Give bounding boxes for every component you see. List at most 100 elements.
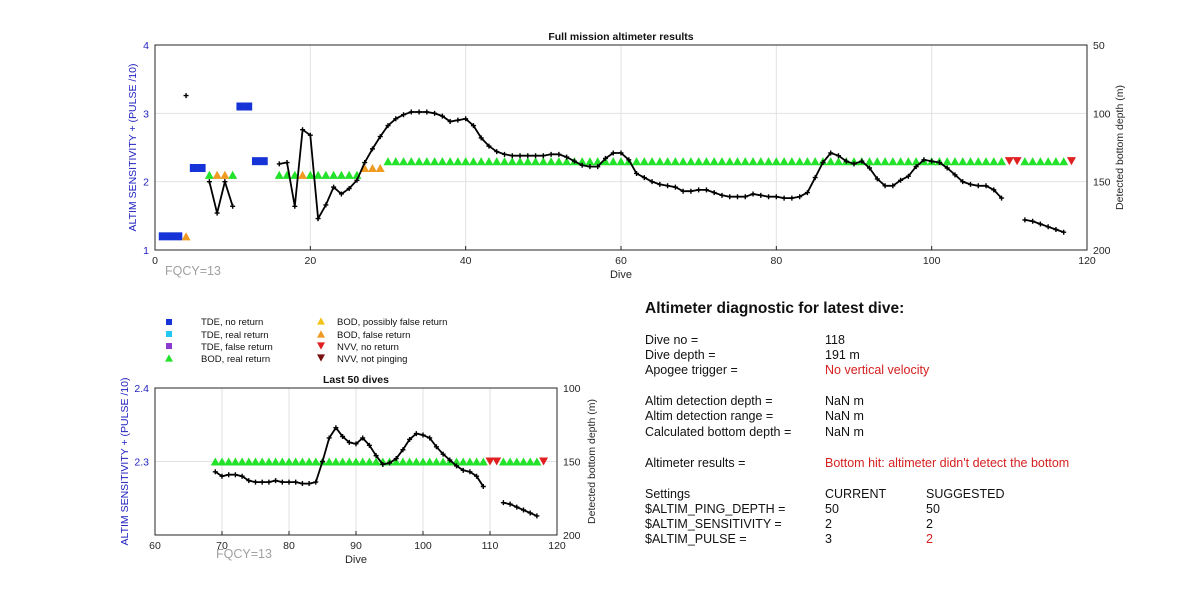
bod-false-return-point	[367, 163, 377, 173]
legend-bod-possibly-false: BOD, possibly false return	[337, 317, 448, 328]
depth-point	[882, 183, 888, 189]
depth-point	[742, 194, 748, 200]
bod-real-return-point	[411, 457, 421, 466]
bod-real-return-point	[701, 157, 711, 166]
depth-point	[253, 479, 258, 485]
bod-real-return-point	[1028, 157, 1038, 166]
depth-point	[387, 460, 392, 466]
bod-real-return-point	[484, 157, 494, 166]
depth-point	[610, 150, 616, 156]
depth-point	[812, 175, 818, 181]
depth-point	[898, 177, 904, 183]
bod-real-return-point	[725, 157, 735, 166]
depth-point	[313, 479, 319, 485]
depth-point	[373, 453, 379, 459]
bod-real-return-point	[740, 157, 750, 166]
depth-point	[913, 164, 919, 170]
depth-point	[1037, 221, 1043, 227]
depth-point	[936, 160, 942, 166]
bod-real-return-point	[655, 157, 665, 166]
depth-point	[306, 481, 312, 487]
bod-real-return-point	[383, 157, 393, 166]
depth-point	[509, 153, 515, 159]
bod-real-return-point	[321, 170, 331, 179]
depth-point	[478, 135, 484, 141]
altim-depth-value: NaN m	[825, 394, 864, 408]
bod-real-return-point	[810, 157, 820, 166]
depth-point	[571, 158, 577, 164]
depth-point	[527, 510, 533, 516]
depth-point	[595, 164, 601, 170]
depth-point	[416, 109, 422, 115]
x-tick-label: 20	[304, 255, 316, 267]
depth-point	[346, 186, 352, 191]
bod-real-return-point	[507, 157, 517, 166]
bod-real-return-point	[525, 457, 535, 466]
bod-real-return-point	[391, 157, 401, 166]
bod-real-return-point	[244, 457, 254, 466]
bod-real-return-point	[519, 457, 528, 466]
bod-real-return-point	[966, 157, 975, 166]
depth-point	[874, 176, 880, 182]
bod-real-return-point	[903, 157, 913, 166]
bod-real-return-point	[531, 157, 541, 166]
depth-point	[239, 473, 245, 479]
nvv-no-return-point	[485, 457, 495, 466]
depth-point	[460, 467, 466, 473]
bod-real-return-point	[989, 157, 999, 166]
depth-point	[400, 447, 406, 453]
x-tick-label: 120	[1078, 255, 1096, 267]
bod-real-return-point	[709, 157, 719, 166]
bod-real-return-point	[500, 157, 509, 166]
depth-point	[843, 158, 849, 164]
x-tick-label: 70	[216, 540, 228, 552]
chart-title: Last 50 dives	[323, 374, 389, 386]
depth-point	[851, 161, 857, 167]
x-axis-label: Dive	[345, 554, 367, 566]
nvv-no-return-point	[1004, 157, 1014, 166]
depth-point	[286, 479, 292, 485]
ping-depth-suggested: 50	[926, 502, 940, 516]
bod-real-return-point	[264, 457, 274, 466]
bod-real-return-point	[210, 457, 220, 466]
depth-point	[362, 160, 368, 166]
depth-point	[226, 472, 232, 478]
suggested-header: SUGGESTED	[926, 487, 1005, 501]
bod-real-return-point	[364, 457, 374, 466]
current-header: CURRENT	[825, 487, 887, 501]
depth-point	[354, 177, 360, 183]
depth-point	[369, 146, 375, 152]
bod-real-return-point	[418, 457, 428, 466]
depth-point	[500, 500, 506, 506]
depth-point	[944, 165, 950, 171]
bod-real-return-point	[304, 457, 314, 466]
altim-depth-label: Altim detection depth =	[645, 394, 773, 408]
bod-real-return-point	[297, 457, 307, 466]
bod-real-return-point	[458, 457, 468, 466]
bod-real-return-point	[311, 457, 321, 466]
bod-real-return-point	[425, 457, 435, 466]
bod-real-return-point	[398, 457, 408, 466]
legend-bod-possibly-false-marker	[317, 317, 325, 325]
bod-real-return-point	[1035, 157, 1045, 166]
depth-point	[259, 479, 265, 485]
chart-title: Full mission altimeter results	[548, 31, 693, 43]
depth-point	[222, 179, 228, 185]
bod-real-return-point	[399, 157, 409, 166]
depth-point	[618, 150, 624, 156]
tde-no-return-point	[197, 164, 206, 172]
bod-real-return-point	[271, 457, 281, 466]
apogee-label: Apogee trigger =	[645, 363, 738, 377]
bod-real-return-point	[224, 457, 234, 466]
bod-false-return-point	[220, 170, 230, 179]
legend-bod-false-return: BOD, false return	[337, 330, 411, 341]
legend-nvv-no-return-marker	[317, 342, 325, 350]
diagnostic-title: Altimeter diagnostic for latest dive:	[645, 300, 905, 317]
depth-point	[564, 154, 570, 160]
depth-point	[820, 160, 826, 166]
bod-real-return-point	[678, 157, 688, 166]
bod-real-return-point	[465, 457, 475, 466]
fqcy-annotation: FQCY=13	[165, 264, 221, 278]
y-tick-label: 1	[143, 245, 149, 257]
